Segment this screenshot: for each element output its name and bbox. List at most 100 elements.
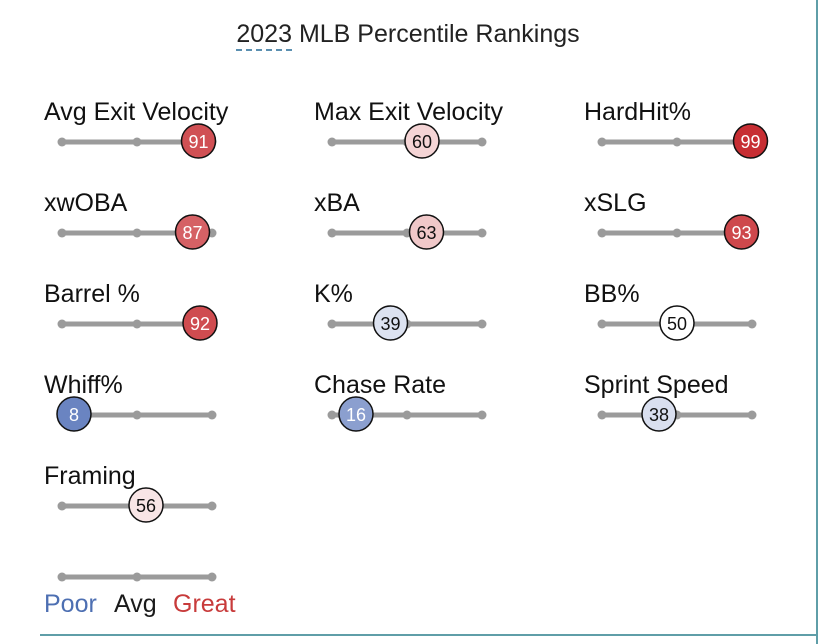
metric-max-exit-velocity: Max Exit Velocity 60 (314, 98, 503, 159)
percentile-value: 39 (380, 314, 400, 334)
title-year[interactable]: 2023 (236, 20, 292, 51)
percentile-value: 87 (182, 223, 202, 243)
metric-chase-rate: Chase Rate 16 (314, 371, 487, 432)
metric-label: Barrel % (44, 280, 140, 308)
percentile-bubble (372, 305, 409, 341)
track-dot-max (477, 319, 487, 329)
track-dot-max (747, 319, 757, 329)
percentile-value: 99 (740, 132, 760, 152)
legend: Poor Avg Great (44, 590, 236, 618)
track-dot-mid (672, 228, 682, 238)
percentile-bubble (732, 123, 769, 159)
metric-label: BB% (584, 280, 640, 308)
metric-avg-exit-velocity: Avg Exit Velocity 91 (44, 98, 229, 159)
legend-avg: Avg (114, 590, 157, 618)
percentile-track (327, 228, 487, 238)
percentile-bubble (408, 214, 445, 250)
percentile-marker[interactable]: 56 (128, 487, 164, 523)
metric-sprint-speed: Sprint Speed 38 (584, 371, 757, 432)
legend-poor: Poor (44, 590, 97, 618)
percentile-bubble (180, 123, 217, 159)
percentile-value: 38 (649, 405, 669, 425)
title-text: MLB Percentile Rankings (298, 20, 580, 48)
percentile-value: 56 (136, 496, 156, 516)
percentile-marker[interactable]: 8 (56, 396, 92, 432)
percentile-bubble (128, 487, 164, 523)
metric-label: Sprint Speed (584, 371, 729, 399)
track-dot-min (327, 228, 337, 238)
percentile-marker[interactable]: 93 (723, 214, 760, 250)
legend-great: Great (173, 590, 236, 618)
track-dot-mid (132, 228, 142, 238)
percentile-track (597, 137, 757, 147)
percentile-value: 8 (69, 405, 79, 425)
percentile-marker[interactable]: 99 (732, 123, 769, 159)
track-dot-min (597, 319, 607, 329)
track-dot-mid (672, 137, 682, 147)
percentile-bubble (182, 305, 218, 341)
percentile-marker[interactable]: 63 (408, 214, 445, 250)
metric-label: HardHit% (584, 98, 691, 126)
percentile-value: 93 (731, 223, 751, 243)
percentile-chart: Avg Exit Velocity 91 Max Exit Velocity 60 Ha… (44, 98, 769, 618)
metric-label: Framing (44, 462, 136, 490)
percentile-marker[interactable]: 16 (338, 396, 374, 432)
frame-right-border (816, 0, 818, 644)
metric-whiff: Whiff% 8 (44, 371, 217, 432)
frame-bottom-border (40, 634, 818, 636)
metric-label: Whiff% (44, 371, 123, 399)
track-dot-min (57, 228, 67, 238)
metric-label: K% (314, 280, 353, 308)
metric-label: xBA (314, 189, 360, 217)
track-dot-min (597, 228, 607, 238)
track-dot-max (477, 410, 487, 420)
metric-barrel: Barrel % 92 (44, 280, 218, 341)
track-dot-min (57, 137, 67, 147)
metric-bb: BB% 50 (584, 280, 757, 341)
track-dot-max (477, 228, 487, 238)
percentile-bubble (641, 396, 677, 432)
track-dot-max (207, 410, 217, 420)
percentile-marker[interactable]: 50 (659, 305, 695, 341)
metric-label: Chase Rate (314, 371, 446, 399)
percentile-value: 50 (667, 314, 687, 334)
track-dot-min (327, 410, 337, 420)
metric-label: Avg Exit Velocity (44, 98, 229, 126)
percentile-marker[interactable]: 60 (404, 123, 440, 159)
track-dot-min (327, 319, 337, 329)
metric-xslg: xSLG 93 (584, 189, 760, 250)
track-dot-mid (132, 572, 142, 582)
percentile-bubble (174, 214, 211, 250)
legend-track (57, 572, 217, 582)
metric-hardhit: HardHit% 99 (584, 98, 769, 159)
percentile-marker[interactable]: 87 (174, 214, 211, 250)
track-dot-max (207, 501, 217, 511)
percentile-marker[interactable]: 38 (641, 396, 677, 432)
track-dot-max (207, 572, 217, 582)
track-dot-min (597, 137, 607, 147)
percentile-marker[interactable]: 91 (180, 123, 217, 159)
percentile-value: 92 (190, 314, 210, 334)
metric-label: xSLG (584, 189, 647, 217)
percentile-marker[interactable]: 39 (372, 305, 409, 341)
track-dot-max (747, 410, 757, 420)
percentile-marker[interactable]: 92 (182, 305, 218, 341)
track-dot-mid (132, 410, 142, 420)
track-dot-mid (132, 137, 142, 147)
percentile-bubble (723, 214, 760, 250)
percentile-value: 63 (416, 223, 436, 243)
metric-label: Max Exit Velocity (314, 98, 503, 126)
percentile-bubble (659, 305, 695, 341)
track-dot-max (477, 137, 487, 147)
track-dot-min (57, 319, 67, 329)
metric-label: xwOBA (44, 189, 128, 217)
track-dot-min (597, 410, 607, 420)
track-dot-mid (402, 410, 412, 420)
percentile-value: 60 (412, 132, 432, 152)
percentile-bubble (56, 396, 92, 432)
percentile-value: 91 (188, 132, 208, 152)
track-dot-min (57, 501, 67, 511)
metric-xba: xBA 63 (314, 189, 487, 250)
percentile-bubble (404, 123, 440, 159)
